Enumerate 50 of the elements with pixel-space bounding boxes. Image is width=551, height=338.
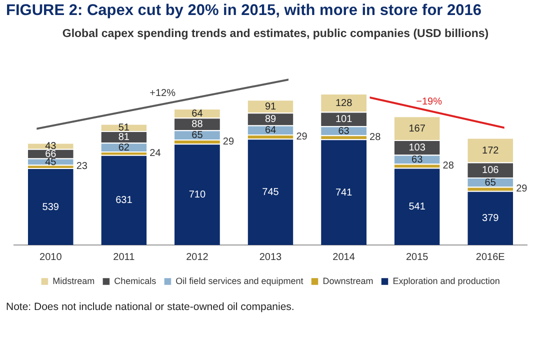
x-tick-label: 2013 (259, 252, 282, 263)
legend-label: Downstream (322, 276, 374, 286)
x-tick-label: 2010 (40, 252, 62, 263)
data-label: 88 (192, 119, 204, 130)
chart-subtitle: Global capex spending trends and estimates, public companies (USD billions) (61, 28, 490, 40)
data-label: 539 (42, 202, 60, 213)
legend-label: Exploration and production (392, 276, 500, 286)
text: Note: Does not include national or state-owned oil companies. (6, 301, 294, 313)
data-label: 28 (370, 132, 382, 143)
data-label: 45 (45, 156, 57, 168)
data-label: 101 (335, 114, 353, 126)
data-label: 64 (192, 108, 204, 120)
data-label: 24 (150, 148, 162, 159)
data-label: 541 (408, 202, 426, 213)
data-label: 89 (264, 114, 276, 126)
legend-label: Chemicals (114, 276, 157, 286)
data-label: 65 (192, 130, 204, 142)
data-label: 23 (76, 161, 88, 172)
data-label: 172 (482, 145, 500, 156)
data-label: 91 (264, 101, 276, 112)
data-label: 65 (484, 177, 496, 188)
x-tick-label: 2012 (186, 252, 209, 263)
data-label: 62 (118, 142, 130, 154)
annotation: +12% (150, 88, 176, 100)
data-label: 741 (335, 187, 353, 198)
data-label: 64 (264, 125, 276, 136)
x-tick-label: 2014 (332, 252, 356, 263)
data-label: 631 (116, 195, 133, 206)
x-tick-label: 2011 (113, 252, 136, 263)
legend-label: Oil field services and equipment (176, 276, 304, 286)
x-tick-label: 2016E (476, 252, 506, 263)
data-label: 28 (442, 160, 454, 172)
data-label: 379 (482, 213, 500, 224)
data-label: 29 (222, 136, 234, 148)
data-label: 167 (408, 123, 426, 134)
data-label: 29 (296, 131, 308, 142)
data-label: 106 (482, 165, 500, 176)
data-label: 81 (118, 132, 130, 144)
x-tick-label: 2015 (406, 252, 429, 263)
data-label: 745 (262, 187, 280, 198)
chart-title: FIGURE 2: Capex cut by 20% in 2015, with more in store for 2016 (6, 2, 482, 20)
data-label: 51 (118, 122, 130, 134)
data-label: 63 (412, 154, 424, 166)
data-label: 29 (516, 184, 528, 195)
data-label: 103 (408, 142, 426, 154)
data-label: 63 (338, 126, 350, 137)
data-label: 128 (335, 98, 353, 109)
annotation: −19% (416, 96, 442, 108)
data-label: 710 (188, 190, 206, 201)
legend-label: Midstream (52, 276, 95, 286)
